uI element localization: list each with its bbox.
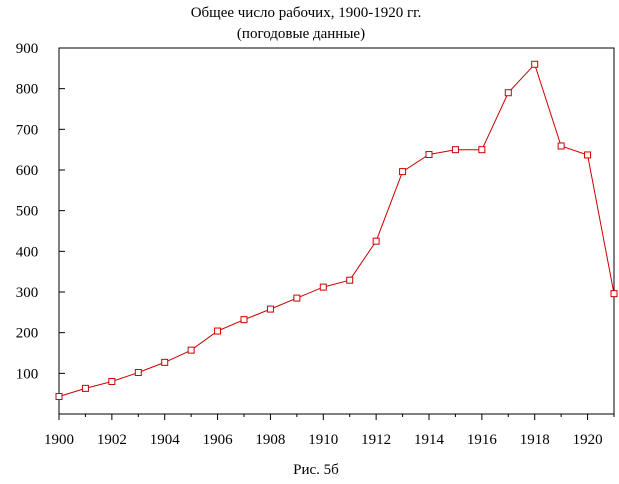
x-tick-label: 1914 <box>414 432 445 448</box>
data-point <box>55 393 63 401</box>
x-tick-label: 1918 <box>520 432 550 448</box>
data-point <box>399 168 407 176</box>
series-layer <box>55 60 618 401</box>
chart-title: Общее число рабочих, 1900-1920 гг. <box>191 5 422 21</box>
y-tick-label: 900 <box>16 41 39 57</box>
y-tick-label: 500 <box>16 204 39 220</box>
data-point <box>584 151 592 159</box>
x-tick-label: 1902 <box>97 432 127 448</box>
x-tick-label: 1916 <box>467 432 498 448</box>
data-point <box>266 305 274 313</box>
x-tick-label: 1908 <box>255 432 285 448</box>
data-point <box>372 237 380 245</box>
data-point <box>478 146 486 154</box>
y-tick-label: 300 <box>16 285 39 301</box>
data-point <box>425 151 433 159</box>
y-tick-label: 700 <box>16 122 39 138</box>
data-point <box>214 327 222 335</box>
data-point <box>451 146 459 154</box>
x-tick-label: 1900 <box>44 432 74 448</box>
data-point <box>108 377 116 385</box>
data-point <box>81 384 89 392</box>
x-tick-label: 1910 <box>308 432 338 448</box>
data-point <box>610 290 618 298</box>
x-tick-label: 1906 <box>203 432 234 448</box>
y-tick-label: 200 <box>16 326 39 342</box>
x-tick-label: 1904 <box>150 432 181 448</box>
y-tick-label: 600 <box>16 163 39 179</box>
data-point <box>293 294 301 302</box>
y-tick-label: 800 <box>16 82 39 98</box>
x-tick-label: 1920 <box>573 432 603 448</box>
y-tick-label: 400 <box>16 244 39 260</box>
plot-frame <box>58 47 615 415</box>
data-point <box>346 276 354 284</box>
data-point <box>531 60 539 68</box>
data-point <box>240 316 248 324</box>
data-point <box>557 142 565 150</box>
axes <box>58 47 615 420</box>
figure-caption: Рис. 5б <box>293 462 339 478</box>
data-point <box>504 89 512 97</box>
data-point <box>319 283 327 291</box>
data-point <box>134 369 142 377</box>
x-tick-label: 1912 <box>361 432 391 448</box>
data-point <box>187 346 195 354</box>
series-line <box>58 63 615 397</box>
data-point <box>161 358 169 366</box>
tick-labels: 100 200 300 400 500 600 700 800 900 1900 1902 1904 1… <box>16 41 603 448</box>
y-tick-label: 100 <box>16 366 39 382</box>
chart-subtitle: (погодовые данные) <box>237 26 365 42</box>
